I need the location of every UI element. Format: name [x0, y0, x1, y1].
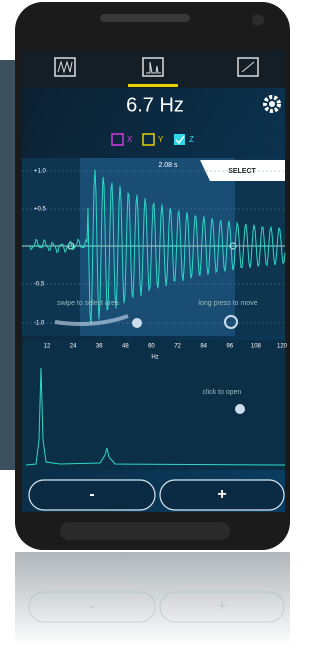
camera	[252, 14, 264, 26]
speaker	[100, 14, 190, 22]
toggle-y-label: Y	[158, 135, 164, 144]
y-tick-label: -1.0	[34, 321, 45, 327]
minus-label: -	[89, 486, 94, 503]
y-tick-label: +0.5	[34, 207, 47, 213]
x-tick-label: 84	[200, 344, 207, 350]
x-tick-label: 36	[96, 344, 103, 350]
hint-open: click to open	[203, 389, 242, 396]
page: {"header": {"frequency": "6.7 Hz"}, "axi…	[0, 0, 295, 650]
plus-label: +	[217, 486, 226, 503]
reflection-plus-label: +	[217, 598, 226, 615]
screenshot: 6.7 Hz X Y Z SELECT 2.08 s +1.0 +0.5 -0.5 -…	[0, 0, 295, 650]
frequency: 6.7 Hz	[126, 94, 184, 116]
hint-press: long press to move	[198, 300, 257, 307]
tab-indicator	[128, 84, 178, 87]
tap-icon	[235, 404, 245, 414]
hand-icon	[132, 318, 142, 328]
y-tick-label: +1.0	[34, 169, 47, 175]
home-bar	[60, 522, 230, 540]
x-tick-label: 120	[277, 344, 288, 350]
x-tick-label: 108	[251, 344, 262, 350]
toggle-z-label: Z	[189, 135, 194, 144]
y-tick-label: -0.5	[34, 282, 45, 288]
selection-area	[80, 158, 235, 336]
x-tick-label: 48	[122, 344, 129, 350]
toggle-x-label: X	[127, 135, 133, 144]
x-tick-label: 72	[174, 344, 181, 350]
x-tick-label: 24	[70, 344, 77, 350]
duration: 2.08 s	[158, 162, 178, 169]
reflection-minus-label: -	[89, 598, 94, 615]
x-tick-label: 60	[148, 344, 155, 350]
spectrum-unit: Hz	[151, 355, 158, 361]
x-tick-label: 12	[44, 344, 51, 350]
select-label: SELECT	[228, 168, 256, 175]
gear-hub	[269, 101, 275, 107]
hint-swipe: swipe to select area	[57, 300, 119, 307]
x-tick-label: 96	[226, 344, 233, 350]
